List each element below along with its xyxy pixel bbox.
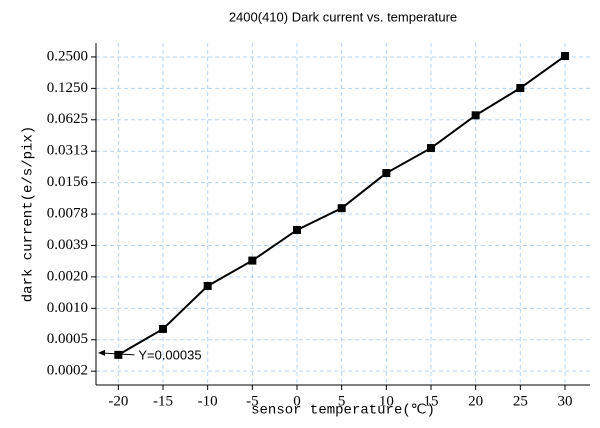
y-tick-label: 0.0039: [47, 237, 88, 253]
x-tick-label: -15: [153, 393, 173, 409]
data-point: [158, 324, 167, 333]
x-tick-label: 10: [379, 393, 394, 409]
chart-title: 2400(410) Dark current vs. temperature: [229, 9, 457, 24]
annotation: Y=0.00035: [138, 347, 201, 362]
y-tick-label: 0.0313: [47, 143, 88, 159]
y-tick-label: 0.1250: [47, 80, 88, 96]
x-tick-label: -10: [198, 393, 218, 409]
data-point: [203, 281, 212, 290]
y-tick-label: 0.0078: [47, 205, 88, 221]
y-tick-label: 0.0156: [47, 174, 89, 190]
x-tick-label: 20: [468, 393, 483, 409]
data-point: [516, 84, 525, 93]
y-tick-label: 0.0625: [47, 111, 88, 127]
x-tick-label: -20: [108, 393, 128, 409]
data-point: [292, 225, 301, 234]
annotation-arrow: [99, 352, 135, 356]
x-tick-label: -5: [246, 393, 259, 409]
y-tick-label: 0.0020: [47, 268, 88, 284]
annotation-arrowhead: [98, 349, 105, 356]
data-point: [471, 111, 480, 120]
x-tick-label: 5: [338, 393, 346, 409]
y-axis-label: dark current(e/s/pix): [21, 126, 37, 302]
x-tick-label: 30: [557, 393, 572, 409]
x-tick-label: 15: [423, 393, 438, 409]
data-point: [560, 52, 569, 61]
data-point: [382, 169, 391, 178]
x-tick-label: 25: [513, 393, 528, 409]
data-point: [114, 350, 123, 359]
x-axis-label: sensor temperature(℃): [251, 403, 435, 419]
data-point: [248, 256, 257, 265]
data-point: [337, 204, 346, 213]
y-tick-label: 0.0002: [47, 363, 88, 379]
data-point: [426, 144, 435, 153]
y-tick-label: 0.2500: [47, 48, 88, 64]
x-tick-label: 0: [293, 393, 301, 409]
y-tick-label: 0.0010: [47, 300, 88, 316]
y-tick-label: 0.0005: [47, 331, 88, 347]
